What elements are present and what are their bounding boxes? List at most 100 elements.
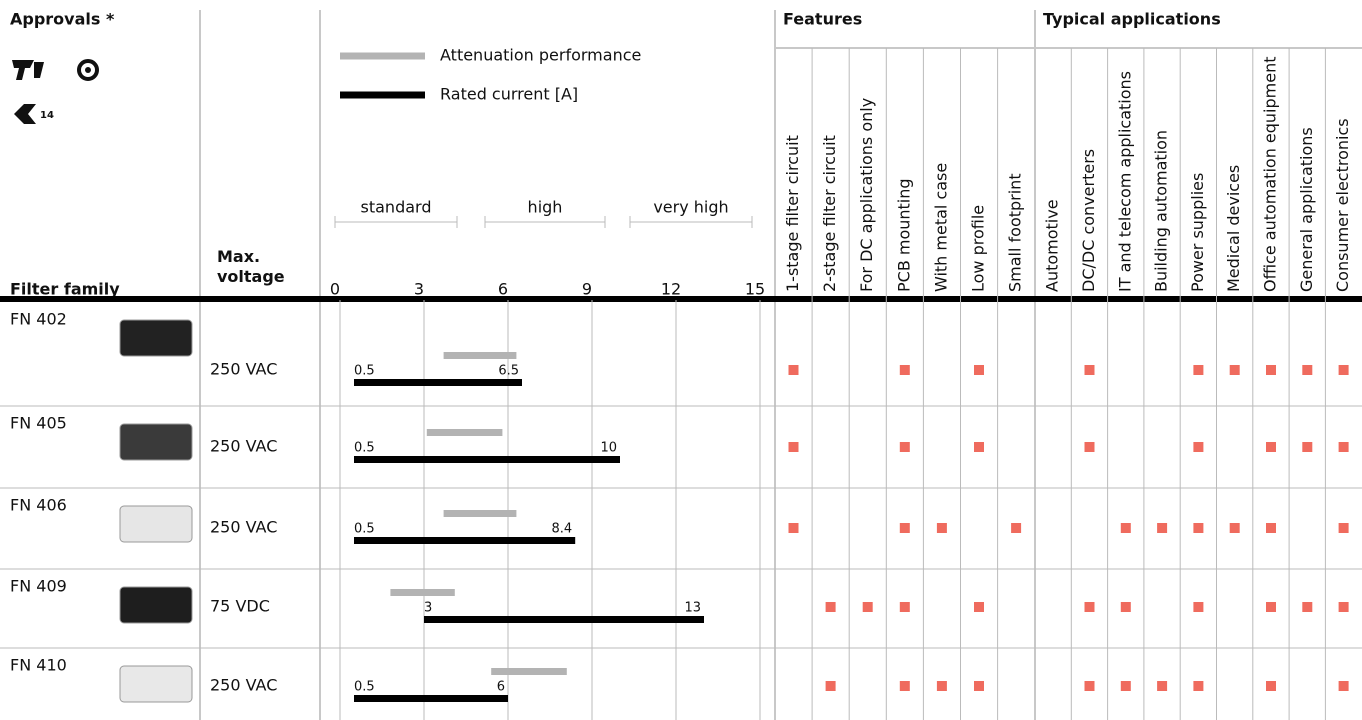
range-label: very high — [653, 198, 728, 217]
application-column-label: Automotive — [1043, 199, 1062, 292]
rated-current-max: 10 — [600, 441, 617, 456]
attenuation-bar — [443, 510, 517, 517]
application-column-label: DC/DC converters — [1079, 149, 1098, 292]
rated-current-max: 8.4 — [552, 522, 573, 537]
rated-current-bar — [354, 695, 508, 702]
application-marker — [1120, 681, 1131, 691]
x-tick-label: 12 — [661, 280, 681, 299]
feature-marker — [862, 602, 873, 612]
feature-marker — [788, 365, 799, 375]
family-name: FN 405 — [10, 414, 67, 433]
feature-marker — [899, 365, 910, 375]
feature-column-label: 1-stage filter circuit — [783, 135, 802, 292]
application-column-label: Power supplies — [1188, 173, 1207, 292]
feature-column-label: With metal case — [931, 163, 950, 292]
x-tick-label: 3 — [414, 280, 424, 299]
feature-marker — [974, 602, 984, 612]
application-marker — [1120, 523, 1131, 533]
voltage: 75 VDC — [210, 597, 270, 616]
rated-current-max: 6 — [497, 680, 505, 695]
voltage: 250 VAC — [210, 518, 277, 537]
x-tick-label: 0 — [330, 280, 340, 299]
feature-marker — [899, 523, 910, 533]
application-column-label: Medical devices — [1224, 165, 1243, 292]
rated-current-min: 0.5 — [354, 364, 375, 379]
rated-current-bar — [354, 456, 620, 463]
feature-marker — [825, 602, 836, 612]
application-marker — [1193, 365, 1204, 375]
application-marker — [1229, 523, 1240, 533]
voltage: 250 VAC — [210, 360, 277, 379]
application-marker — [1229, 365, 1240, 375]
range-label: high — [528, 198, 563, 217]
feature-marker — [974, 681, 984, 691]
product-photo — [119, 423, 193, 461]
application-column-label: Building automation — [1152, 130, 1171, 292]
rated-current-max: 6.5 — [498, 364, 519, 379]
rated-current-min: 0.5 — [354, 441, 375, 456]
application-marker — [1266, 523, 1276, 533]
application-column-label: Office automation equipment — [1261, 56, 1280, 292]
attenuation-bar — [443, 352, 517, 359]
range-label: standard — [361, 198, 432, 217]
family-name: FN 410 — [10, 656, 67, 675]
feature-marker — [788, 442, 799, 452]
x-tick-label: 15 — [745, 280, 765, 299]
feature-column-label: 2-stage filter circuit — [820, 135, 839, 292]
application-marker — [1266, 681, 1276, 691]
application-marker — [1084, 681, 1095, 691]
application-marker — [1157, 523, 1168, 533]
application-marker — [1157, 681, 1168, 691]
voltage: 250 VAC — [210, 437, 277, 456]
application-marker — [1338, 602, 1349, 612]
applications-header: Typical applications — [1043, 10, 1221, 29]
rated-current-min: 0.5 — [354, 522, 375, 537]
feature-marker — [936, 681, 947, 691]
rated-current-bar — [354, 379, 522, 386]
max-voltage-header: Max. voltage — [217, 247, 285, 286]
application-marker — [1302, 365, 1313, 375]
feature-column-label: For DC applications only — [857, 98, 876, 292]
attenuation-bar — [390, 589, 455, 596]
approval-icons: 14 — [12, 59, 99, 124]
family-name: FN 406 — [10, 496, 67, 515]
feature-marker — [1011, 523, 1022, 533]
feature-marker — [899, 602, 910, 612]
rated-current-min: 3 — [424, 601, 432, 616]
feature-column-label: PCB mounting — [894, 178, 913, 292]
application-marker — [1338, 442, 1349, 452]
x-tick-label: 9 — [582, 280, 592, 299]
application-marker — [1302, 442, 1313, 452]
attenuation-bar — [491, 668, 567, 675]
application-marker — [1338, 365, 1349, 375]
application-marker — [1193, 681, 1204, 691]
feature-marker — [936, 523, 947, 533]
application-marker — [1266, 365, 1276, 375]
application-column-label: Consumer electronics — [1333, 118, 1352, 292]
x-tick-label: 6 — [498, 280, 508, 299]
application-column-label: General applications — [1297, 127, 1316, 292]
feature-marker — [974, 365, 984, 375]
product-photo — [119, 505, 193, 543]
voltage: 250 VAC — [210, 676, 277, 695]
attenuation-bar — [426, 429, 503, 436]
product-photo — [119, 586, 193, 624]
approvals-title: Approvals * — [10, 10, 115, 29]
feature-column-label: Small footprint — [1006, 173, 1025, 292]
application-marker — [1120, 602, 1131, 612]
application-marker — [1084, 602, 1095, 612]
product-photo — [119, 319, 193, 357]
application-marker — [1193, 523, 1204, 533]
application-marker — [1266, 442, 1276, 452]
feature-column-label: Low profile — [969, 205, 988, 292]
feature-marker — [899, 681, 910, 691]
legend-label: Rated current [A] — [440, 85, 578, 104]
application-marker — [1338, 681, 1349, 691]
legend-label: Attenuation performance — [440, 46, 641, 65]
application-column-label: IT and telecom applications — [1115, 71, 1134, 292]
application-marker — [1266, 602, 1276, 612]
family-name: FN 409 — [10, 577, 67, 596]
application-marker — [1193, 442, 1204, 452]
